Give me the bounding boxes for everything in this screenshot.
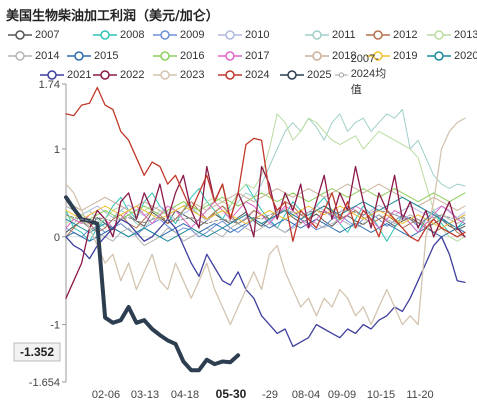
legend-label: 2008	[120, 29, 145, 41]
legend-marker-icon	[153, 30, 177, 40]
legend-label: 2019	[393, 50, 418, 62]
legend-item-2018[interactable]: 2018	[305, 48, 356, 64]
legend-item-2020[interactable]: 2020	[427, 48, 477, 64]
y-tick-label: -1.654	[29, 377, 60, 389]
y-tick-label: 0	[54, 232, 60, 244]
legend-label: 2024	[245, 69, 270, 81]
x-tick-label: 03-13	[131, 389, 159, 401]
legend-marker-icon	[93, 30, 117, 40]
y-tick-label: 1	[54, 144, 60, 156]
legend-marker-icon	[366, 30, 390, 40]
legend-marker-icon	[8, 30, 32, 40]
x-tick-label: 08-04	[292, 389, 320, 401]
legend-item-2011[interactable]: 2011	[305, 27, 356, 43]
legend-label: 2018	[332, 50, 357, 62]
legend-label: 2020	[454, 50, 477, 62]
y-tick-label: 1.74	[39, 79, 60, 91]
legend-item-2013[interactable]: 2013	[427, 27, 477, 43]
legend-item-2022[interactable]: 2022	[93, 67, 144, 83]
legend-marker-icon	[218, 70, 242, 80]
legend-marker-icon	[153, 70, 177, 80]
legend-marker-icon	[153, 51, 177, 61]
legend-item-2015[interactable]: 2015	[67, 48, 118, 64]
legend-item-2008[interactable]: 2008	[93, 27, 144, 43]
legend-item-2019[interactable]: 2019	[366, 48, 417, 64]
legend-label: 2007	[35, 29, 60, 41]
legend-label: 2007-2024均值	[350, 53, 387, 96]
series-line-2021	[65, 218, 466, 348]
x-tick-label: 09-09	[328, 389, 356, 401]
legend-marker-icon	[427, 51, 451, 61]
legend-item-2010[interactable]: 2010	[218, 27, 269, 43]
x-tick-label: 04-18	[171, 389, 199, 401]
legend-marker-icon	[218, 30, 242, 40]
legend-item-2012[interactable]: 2012	[366, 27, 417, 43]
legend-item-2024[interactable]: 2024	[218, 67, 269, 83]
legend-label: 2012	[393, 29, 418, 41]
legend-item-2017[interactable]: 2017	[218, 48, 269, 64]
legend-marker-icon	[305, 30, 329, 40]
legend-marker-icon	[305, 51, 329, 61]
legend-item-2025[interactable]: 2025	[280, 67, 331, 83]
series-line-2018	[65, 183, 466, 216]
legend-label: 2021	[67, 69, 92, 81]
legend-item-2009[interactable]: 2009	[153, 27, 204, 43]
series-line-2022	[65, 165, 466, 299]
series-line-2023	[65, 117, 466, 326]
legend-marker-icon	[218, 51, 242, 61]
x-tick-label: 05-30	[216, 387, 247, 401]
legend-marker-icon	[8, 51, 32, 61]
x-tick-label: 02-06	[92, 389, 120, 401]
chart-title: 美国生物柴油加工利润（美元/加仑）	[6, 9, 219, 24]
series-line-2007-2024均值	[65, 209, 466, 225]
current-value-text: -1.352	[20, 345, 54, 359]
legend-label: 2015	[94, 50, 119, 62]
legend-marker-icon	[427, 30, 451, 40]
legend-marker-icon	[67, 51, 91, 61]
series-line-2025	[64, 195, 241, 373]
legend-item-2021[interactable]: 2021	[40, 67, 91, 83]
legend-item-2016[interactable]: 2016	[153, 48, 204, 64]
legend-label: 2023	[180, 69, 205, 81]
current-value-box	[13, 342, 61, 362]
x-tick-label: 11-20	[406, 389, 433, 401]
legend-item-2007[interactable]: 2007	[8, 27, 59, 43]
legend-marker-icon	[93, 70, 117, 80]
legend-item-2007-2024均值[interactable]: 2007-2024均值	[335, 53, 390, 96]
legend-marker-icon	[366, 51, 390, 61]
legend-label: 2025	[307, 69, 332, 81]
legend-label: 2011	[332, 29, 356, 41]
y-tick-label: -1	[50, 320, 60, 332]
legend-label: 2017	[245, 50, 270, 62]
legend-item-2014[interactable]: 2014	[8, 48, 59, 64]
x-tick-label: -29	[262, 389, 278, 401]
legend-label: 2014	[35, 50, 60, 62]
legend-label: 2009	[180, 29, 205, 41]
current-value-label: -1.352	[13, 342, 61, 362]
x-tick-label: 10-15	[367, 389, 395, 401]
legend-label: 2010	[245, 29, 270, 41]
legend-marker-icon	[280, 70, 304, 80]
legend-label: 2022	[120, 69, 145, 81]
legend-item-2023[interactable]: 2023	[153, 67, 204, 83]
legend-label: 2016	[180, 50, 205, 62]
legend-label: 2013	[454, 29, 477, 41]
legend-marker-icon	[335, 72, 348, 78]
legend-marker-icon	[40, 70, 64, 80]
series-line-2024	[65, 86, 466, 242]
